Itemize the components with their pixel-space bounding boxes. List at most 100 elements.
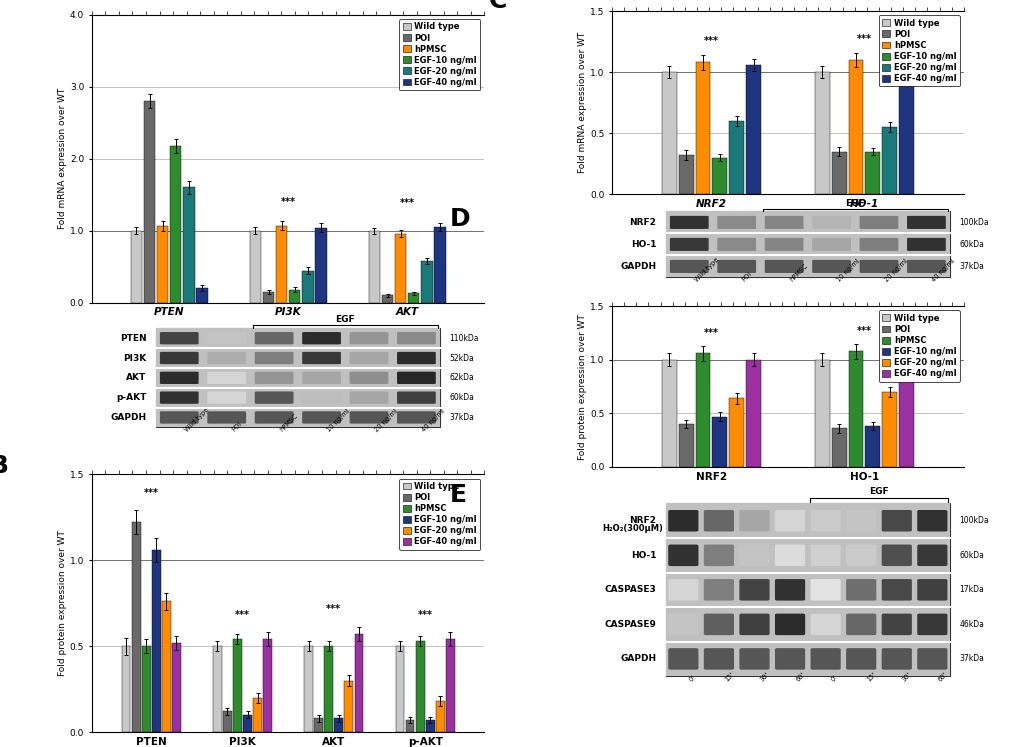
- FancyBboxPatch shape: [916, 579, 947, 601]
- Bar: [314, 719, 323, 732]
- Bar: [394, 234, 406, 303]
- Text: ***: ***: [856, 34, 871, 43]
- Text: Wild type: Wild type: [183, 406, 210, 433]
- FancyBboxPatch shape: [160, 352, 199, 365]
- Text: 15': 15': [722, 672, 735, 683]
- Bar: [445, 639, 454, 732]
- FancyBboxPatch shape: [350, 352, 388, 365]
- Bar: [142, 646, 151, 732]
- Text: ***: ***: [280, 197, 296, 207]
- Bar: [661, 360, 677, 467]
- Bar: [745, 65, 760, 194]
- FancyBboxPatch shape: [302, 332, 340, 344]
- Text: 40 ng/ml: 40 ng/ml: [930, 258, 956, 282]
- Text: NRF2: NRF2: [629, 218, 656, 227]
- Bar: [661, 72, 677, 194]
- FancyBboxPatch shape: [916, 510, 947, 532]
- Bar: [814, 360, 829, 467]
- FancyBboxPatch shape: [810, 545, 840, 566]
- Bar: [156, 348, 440, 368]
- Bar: [678, 424, 693, 467]
- FancyBboxPatch shape: [302, 391, 340, 404]
- FancyBboxPatch shape: [774, 613, 804, 635]
- Text: EGF: EGF: [845, 199, 864, 208]
- Text: 60': 60': [794, 672, 805, 683]
- FancyBboxPatch shape: [255, 352, 293, 365]
- Bar: [263, 292, 274, 303]
- Bar: [196, 288, 208, 303]
- FancyBboxPatch shape: [703, 545, 734, 566]
- Text: 20 ng/ml: 20 ng/ml: [373, 408, 398, 433]
- Bar: [156, 368, 440, 388]
- FancyBboxPatch shape: [716, 260, 755, 273]
- Text: D: D: [449, 207, 470, 231]
- Bar: [665, 233, 950, 255]
- Text: 62kDa: 62kDa: [449, 374, 474, 382]
- Bar: [665, 538, 950, 572]
- Bar: [395, 646, 405, 732]
- FancyBboxPatch shape: [207, 412, 246, 424]
- Text: 30': 30': [901, 672, 912, 683]
- FancyBboxPatch shape: [703, 613, 734, 635]
- Bar: [665, 211, 950, 233]
- FancyBboxPatch shape: [207, 391, 246, 404]
- Text: EGF: EGF: [335, 315, 355, 324]
- FancyBboxPatch shape: [906, 216, 945, 229]
- Legend: Wild type, POI, hPMSC, EGF-10 ng/ml, EGF-20 ng/ml, EGF-40 ng/ml: Wild type, POI, hPMSC, EGF-10 ng/ml, EGF…: [878, 16, 959, 87]
- Text: 52kDa: 52kDa: [449, 353, 474, 362]
- FancyBboxPatch shape: [255, 372, 293, 384]
- FancyBboxPatch shape: [703, 579, 734, 601]
- Text: CASPASE9: CASPASE9: [604, 620, 656, 629]
- Bar: [334, 719, 343, 732]
- Bar: [156, 408, 440, 427]
- Bar: [848, 60, 863, 194]
- FancyBboxPatch shape: [350, 372, 388, 384]
- Bar: [711, 158, 727, 194]
- FancyBboxPatch shape: [396, 412, 435, 424]
- Text: GAPDH: GAPDH: [620, 262, 656, 271]
- FancyBboxPatch shape: [255, 332, 293, 344]
- FancyBboxPatch shape: [811, 260, 850, 273]
- FancyBboxPatch shape: [160, 332, 199, 344]
- Bar: [121, 646, 130, 732]
- FancyBboxPatch shape: [846, 545, 875, 566]
- Bar: [665, 572, 950, 607]
- FancyBboxPatch shape: [774, 579, 804, 601]
- FancyBboxPatch shape: [716, 238, 755, 251]
- Bar: [665, 503, 950, 538]
- Text: 60kDa: 60kDa: [958, 551, 983, 560]
- FancyBboxPatch shape: [255, 391, 293, 404]
- FancyBboxPatch shape: [859, 216, 898, 229]
- Bar: [881, 392, 897, 467]
- Text: HO-1: HO-1: [630, 240, 656, 249]
- Bar: [213, 646, 221, 732]
- FancyBboxPatch shape: [739, 648, 768, 669]
- Bar: [162, 601, 170, 732]
- FancyBboxPatch shape: [846, 579, 875, 601]
- FancyBboxPatch shape: [302, 372, 340, 384]
- Text: GAPDH: GAPDH: [620, 654, 656, 663]
- FancyBboxPatch shape: [667, 648, 698, 669]
- FancyBboxPatch shape: [774, 545, 804, 566]
- Bar: [665, 642, 950, 676]
- FancyBboxPatch shape: [810, 648, 840, 669]
- Y-axis label: Fold protein expression over WT: Fold protein expression over WT: [58, 530, 67, 676]
- FancyBboxPatch shape: [350, 391, 388, 404]
- Text: PTEN: PTEN: [119, 334, 147, 343]
- FancyBboxPatch shape: [880, 613, 911, 635]
- FancyBboxPatch shape: [207, 332, 246, 344]
- Text: 60': 60': [936, 672, 948, 683]
- Text: 60kDa: 60kDa: [958, 240, 983, 249]
- FancyBboxPatch shape: [396, 391, 435, 404]
- Text: E: E: [449, 483, 467, 507]
- Bar: [156, 328, 440, 348]
- Text: ***: ***: [326, 604, 341, 614]
- FancyBboxPatch shape: [880, 579, 911, 601]
- FancyBboxPatch shape: [810, 613, 840, 635]
- Text: POI: POI: [741, 270, 753, 282]
- FancyBboxPatch shape: [667, 545, 698, 566]
- FancyBboxPatch shape: [739, 579, 768, 601]
- Y-axis label: Fold mRNA expression over WT: Fold mRNA expression over WT: [578, 32, 587, 173]
- Legend: Wild type, POI, hPMSC, EGF-10 ng/ml, EGF-20 ng/ml, EGF-40 ng/ml: Wild type, POI, hPMSC, EGF-10 ng/ml, EGF…: [399, 479, 480, 550]
- FancyBboxPatch shape: [739, 545, 768, 566]
